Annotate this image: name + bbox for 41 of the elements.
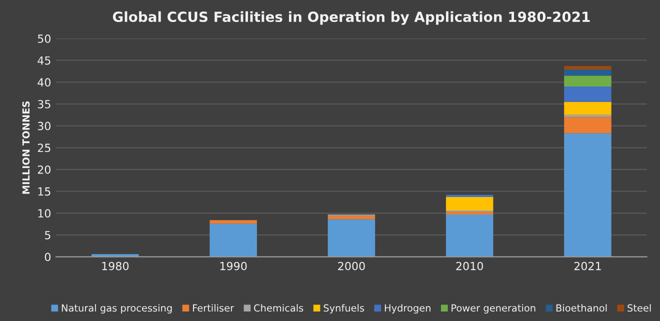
legend-label: Chemicals xyxy=(254,304,304,312)
x-tick-label: 2000 xyxy=(338,262,365,270)
legend-label: Steel xyxy=(628,304,651,312)
y-tick-label: 40 xyxy=(38,78,50,87)
x-tick-label: 2010 xyxy=(456,262,483,270)
bar xyxy=(446,196,494,211)
bar xyxy=(564,66,612,70)
x-tick-label: 1990 xyxy=(220,262,247,270)
y-tick-label: 50 xyxy=(38,34,50,43)
legend-label: Natural gas processing xyxy=(62,304,172,314)
y-tick-label: 20 xyxy=(38,165,50,174)
y-tick-label: 0 xyxy=(44,252,50,262)
y-tick-label: 35 xyxy=(38,100,50,108)
bar xyxy=(564,114,612,118)
y-tick-label: 15 xyxy=(38,187,50,196)
bar xyxy=(446,212,494,214)
y-tick-label: 30 xyxy=(38,122,50,130)
bar xyxy=(564,117,612,134)
legend-label: Bioethanol xyxy=(556,304,607,312)
y-axis-title: MILLION TONNES xyxy=(22,101,30,194)
bar xyxy=(564,70,612,76)
bar xyxy=(328,219,376,257)
bar xyxy=(328,216,376,220)
bar xyxy=(210,224,257,257)
y-tick-label: 5 xyxy=(45,231,50,240)
bar xyxy=(564,86,612,102)
x-tick-label: 1980 xyxy=(102,262,129,270)
y-tick-label: 25 xyxy=(38,144,50,152)
x-tick-label: 2021 xyxy=(574,262,601,270)
bar xyxy=(564,133,612,257)
bar xyxy=(564,76,612,87)
bar xyxy=(564,102,612,115)
legend-label: Hydrogen xyxy=(384,304,430,314)
legend-label: Fertiliser xyxy=(193,304,234,312)
y-tick-label: 10 xyxy=(38,209,50,218)
legend-label: Power generation xyxy=(452,304,536,314)
legend-label: Synfuels xyxy=(324,304,364,314)
bar xyxy=(210,220,257,224)
y-tick-label: 45 xyxy=(38,56,50,65)
chart-title: Global CCUS Facilities in Operation by Application 1980-2021 xyxy=(112,11,590,25)
bar xyxy=(446,214,494,257)
